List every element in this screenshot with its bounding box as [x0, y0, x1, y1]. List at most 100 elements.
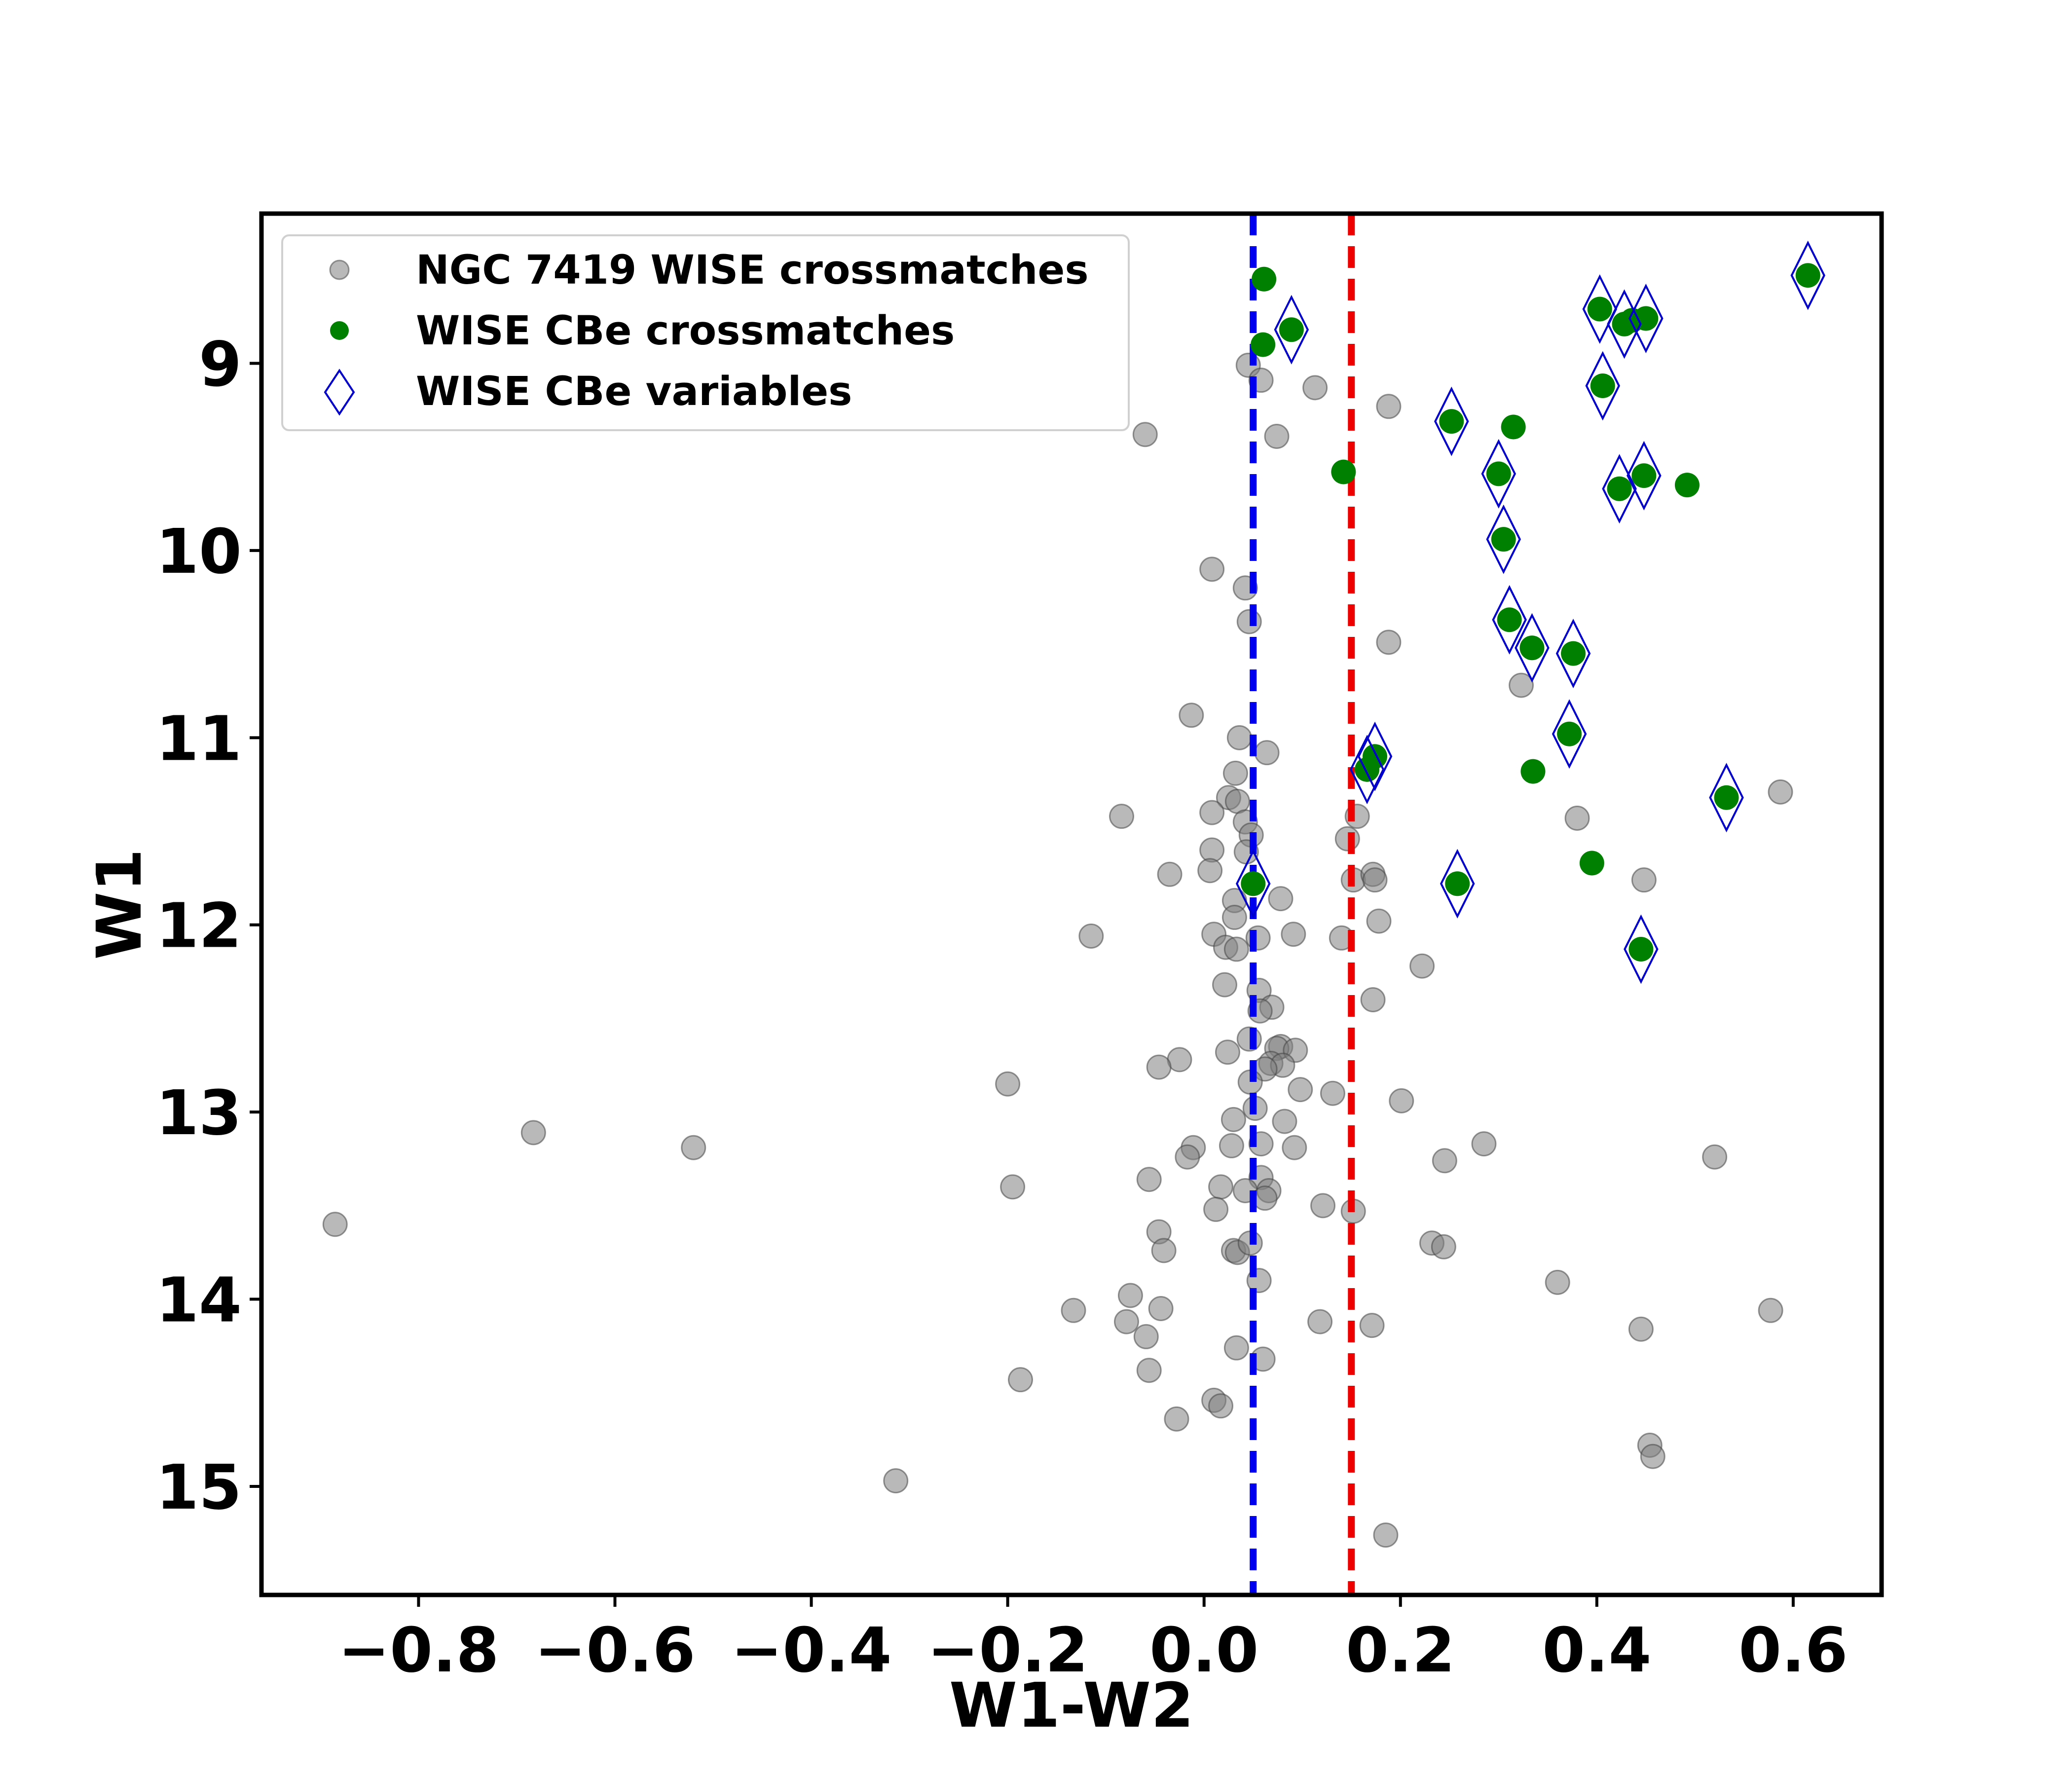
data-point-green: [1631, 463, 1657, 488]
data-point-gray: [1000, 1174, 1026, 1200]
data-point-gray: [1136, 1358, 1162, 1383]
legend-box: [281, 234, 1130, 431]
data-point-green: [1241, 871, 1266, 896]
data-point-gray: [1226, 725, 1252, 750]
data-point-gray: [1631, 867, 1657, 893]
x-tick-label: −0.2: [927, 1615, 1088, 1686]
data-point-diamond: [1434, 386, 1469, 456]
data-point-gray: [1334, 826, 1360, 851]
data-point-gray: [1640, 1443, 1665, 1469]
data-point-gray: [1179, 703, 1204, 728]
plot-frame: [259, 211, 1884, 1597]
legend-marker-green: [330, 321, 349, 340]
data-point-gray: [1151, 1238, 1177, 1263]
data-point-gray: [1264, 423, 1290, 449]
data-point-green: [1520, 759, 1546, 784]
data-point-diamond: [1274, 295, 1309, 365]
data-point-gray: [1564, 805, 1590, 831]
data-point-diamond: [1515, 613, 1550, 683]
data-point-gray: [1222, 760, 1248, 786]
x-tick-label: −0.6: [534, 1615, 695, 1686]
data-point-gray: [1164, 1406, 1189, 1432]
legend-marker-gray: [329, 259, 350, 280]
data-point-diamond: [1555, 619, 1591, 689]
data-point-green: [1445, 871, 1470, 896]
data-point-green: [1590, 373, 1615, 399]
legend-label-cbe-variables: WISE CBe variables: [416, 369, 852, 415]
data-point-gray: [1113, 1309, 1139, 1334]
data-point-gray: [1236, 609, 1262, 634]
data-point-gray: [1208, 1393, 1234, 1419]
data-point-green: [1587, 296, 1612, 322]
data-point-gray: [1320, 1080, 1345, 1106]
data-point-gray: [1008, 1367, 1034, 1393]
data-point-green: [1607, 476, 1632, 501]
data-point-green: [1331, 459, 1356, 484]
data-point-gray: [1360, 987, 1386, 1012]
x-tick-label: 0.0: [1149, 1615, 1258, 1686]
data-point-gray: [1146, 1054, 1172, 1080]
data-point-gray: [1197, 858, 1223, 884]
legend-label-cbe-crossmatches: WISE CBe crossmatches: [416, 308, 955, 354]
data-point-green: [1439, 409, 1464, 434]
data-point-gray: [322, 1212, 348, 1237]
data-point-gray: [1117, 1283, 1143, 1308]
data-point-gray: [1373, 1522, 1399, 1548]
data-point-green: [1628, 937, 1654, 962]
data-point-gray: [1252, 1185, 1278, 1211]
data-point-gray: [1702, 1144, 1728, 1170]
y-axis-title: W1: [84, 849, 155, 960]
data-point-gray: [1061, 1297, 1086, 1323]
data-point-gray: [1376, 394, 1402, 419]
x-tick-label: −0.4: [731, 1615, 891, 1686]
data-point-gray: [1376, 629, 1402, 655]
data-point-green: [1579, 851, 1604, 876]
data-point-gray: [1223, 1335, 1249, 1361]
data-point-gray: [1628, 1316, 1654, 1342]
data-point-gray: [1389, 1088, 1414, 1113]
data-point-diamond: [1486, 504, 1521, 574]
y-tick-label: 9: [199, 329, 242, 401]
data-point-gray: [1148, 1296, 1174, 1322]
data-point-green: [1491, 527, 1516, 552]
data-point-gray: [1432, 1148, 1457, 1174]
data-point-green: [1486, 461, 1511, 486]
data-point-gray: [1471, 1131, 1497, 1157]
data-point-diamond: [1440, 849, 1475, 919]
data-point-green: [1497, 607, 1522, 632]
y-tick-label: 11: [156, 703, 242, 775]
data-point-diamond: [1552, 699, 1587, 769]
x-axis-title: W1-W2: [949, 1670, 1194, 1741]
y-tick-label: 14: [156, 1265, 242, 1336]
data-point-diamond: [1627, 441, 1662, 511]
data-point-green: [1795, 263, 1820, 288]
data-point-diamond: [1585, 351, 1620, 421]
data-point-gray: [1307, 1309, 1333, 1334]
data-point-gray: [1219, 1133, 1244, 1158]
data-point-gray: [1288, 1077, 1313, 1103]
data-point-gray: [883, 1468, 909, 1494]
data-point-diamond: [1349, 735, 1385, 805]
data-point-green: [1561, 641, 1586, 666]
data-point-diamond: [1709, 763, 1744, 833]
data-point-gray: [1545, 1269, 1570, 1295]
data-point-gray: [1078, 923, 1104, 949]
data-point-gray: [1272, 1109, 1297, 1134]
data-point-diamond: [1357, 721, 1393, 791]
data-point-gray: [1223, 936, 1249, 962]
data-point-gray: [1281, 922, 1306, 947]
data-point-diamond: [1624, 914, 1659, 984]
data-point-gray: [1199, 800, 1225, 825]
data-point-gray: [1157, 861, 1183, 887]
y-tick-label: 13: [156, 1077, 242, 1149]
data-point-gray: [1199, 556, 1225, 582]
data-point-gray: [1136, 1167, 1162, 1192]
data-point-diamond: [1607, 289, 1642, 359]
data-point-green: [1557, 721, 1582, 746]
data-point-gray: [1254, 740, 1280, 766]
data-point-green: [1251, 332, 1276, 357]
data-point-gray: [1509, 672, 1534, 698]
data-point-green: [1279, 317, 1304, 342]
data-point-diamond: [1582, 274, 1618, 344]
